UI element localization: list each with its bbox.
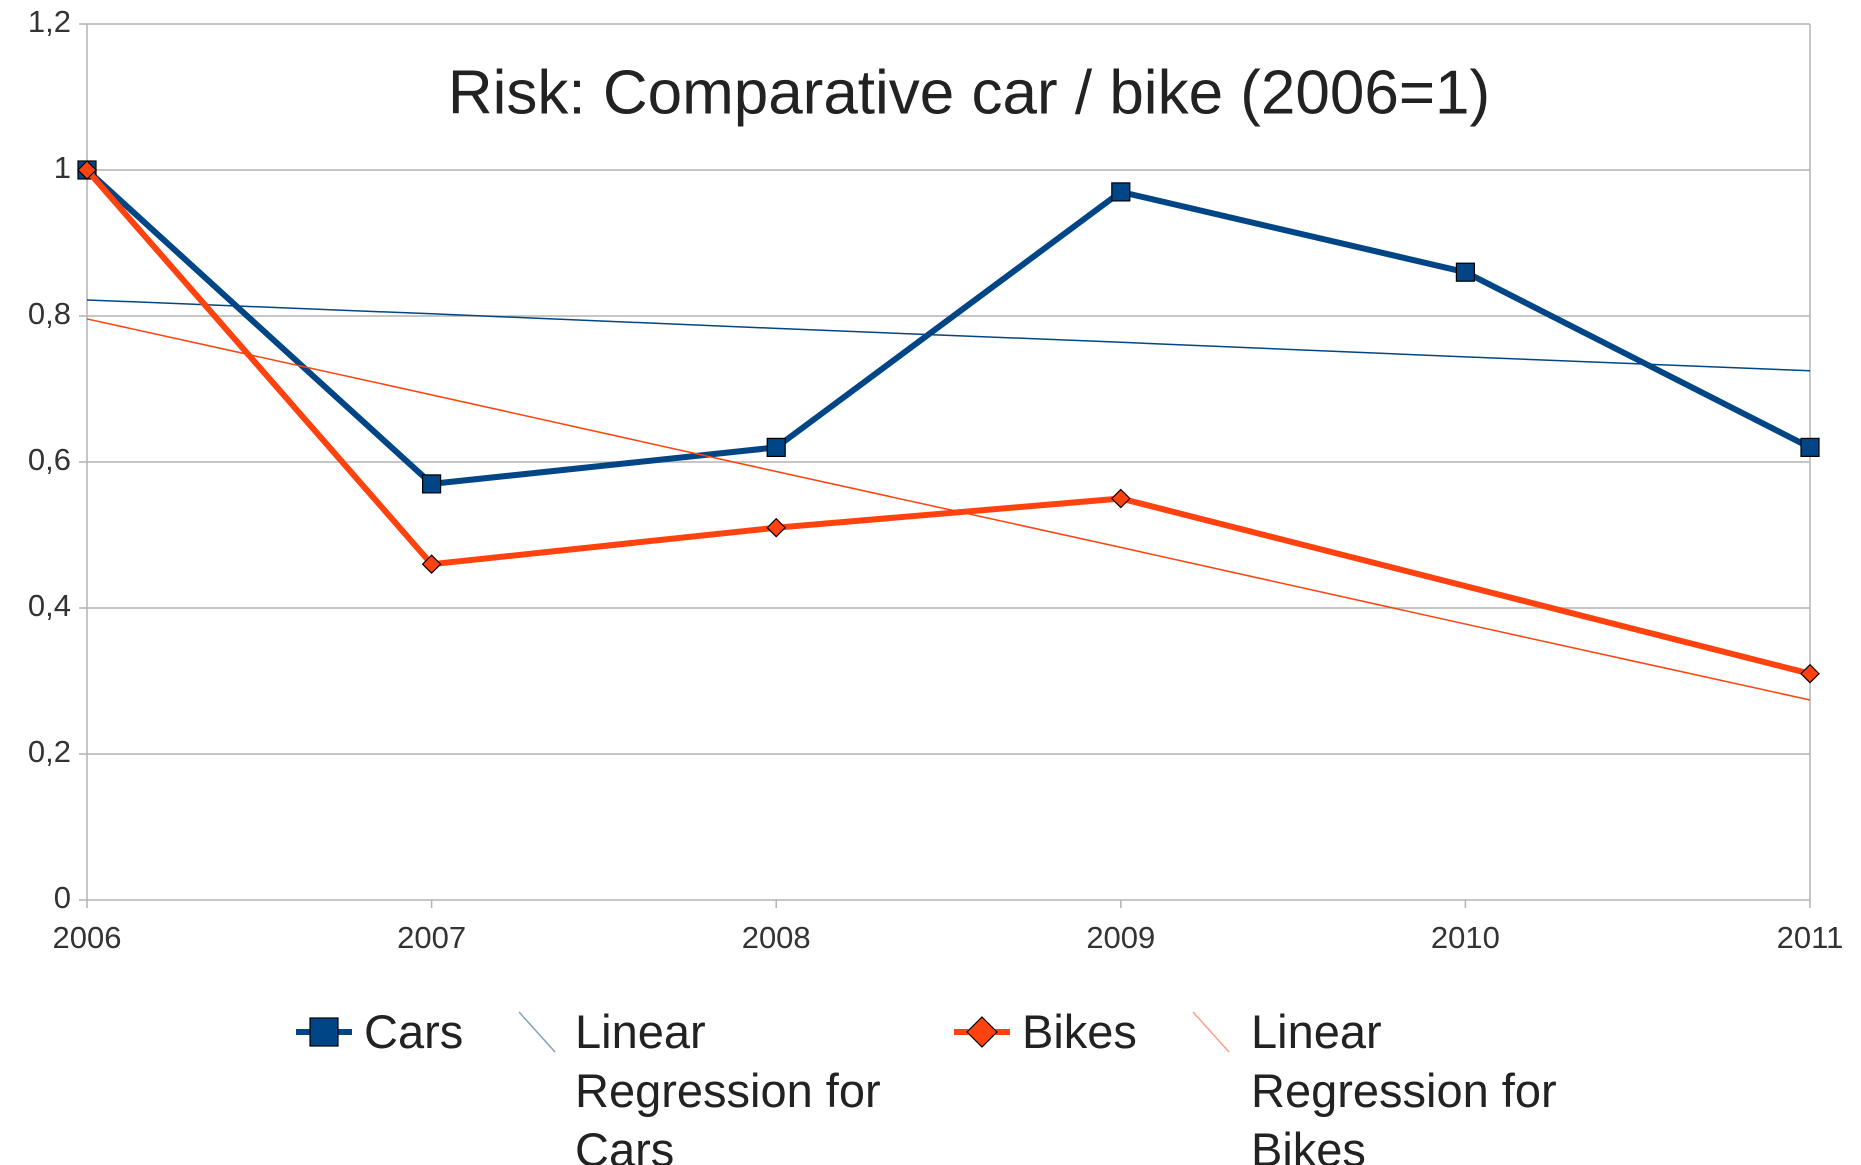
x-tick-label: 2007 [397, 920, 466, 955]
legend-item: Bikes [954, 1005, 1137, 1058]
marker [1110, 488, 1131, 509]
y-tick-label: 1,2 [28, 4, 71, 39]
trend-line [86, 299, 1811, 372]
marker [1455, 262, 1476, 282]
chart-title: Risk: Comparative car / bike (2006=1) [448, 58, 1490, 127]
legend-item: Linear Regression for Bikes [1192, 1005, 1557, 1165]
y-tick-label: 0,2 [28, 734, 71, 769]
marker [1800, 437, 1820, 457]
trend-line [86, 318, 1811, 701]
marker [1800, 663, 1820, 684]
legend-symbol [1192, 1011, 1230, 1053]
y-tick-label: 0,8 [28, 296, 71, 331]
marker [766, 517, 787, 538]
legend-item: Linear Regression for Cars [518, 1005, 881, 1165]
legend-label-box: Linear Regression for Bikes [1251, 1005, 1557, 1165]
marker [1111, 182, 1131, 202]
marker [77, 160, 97, 180]
x-tick-label: 2006 [53, 920, 122, 955]
x-tick-label: 2010 [1431, 920, 1500, 955]
y-tick-label: 0,4 [28, 588, 71, 623]
marker [766, 437, 786, 457]
series-line [84, 167, 1812, 487]
legend-item: Cars [296, 1005, 464, 1058]
legend-label-box: Bikes [1022, 1005, 1137, 1058]
y-tick-label: 0,6 [28, 442, 71, 477]
legend-label-box: Linear Regression for Cars [575, 1005, 881, 1165]
legend-label: Cars [364, 1005, 464, 1058]
legend-label: Linear Regression for Bikes [1251, 1005, 1557, 1165]
marker [421, 554, 442, 575]
marker [966, 1016, 998, 1048]
y-tick-label: 1 [54, 150, 71, 185]
legend-symbol [518, 1011, 556, 1053]
legend-label: Bikes [1022, 1005, 1137, 1058]
line-connector [1120, 495, 1811, 677]
legend-label: Linear Regression for Cars [575, 1005, 881, 1165]
marker [309, 1017, 339, 1047]
x-tick-label: 2011 [1777, 920, 1844, 955]
legend-label-box: Cars [364, 1005, 464, 1058]
marker [422, 474, 442, 494]
y-tick-label: 0 [54, 880, 71, 915]
x-tick-label: 2009 [1086, 920, 1155, 955]
x-tick-label: 2008 [742, 920, 811, 955]
